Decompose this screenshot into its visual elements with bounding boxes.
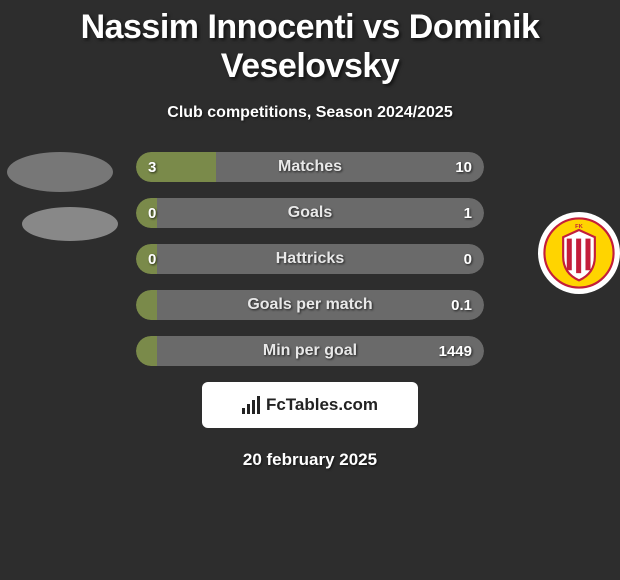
- stat-value-right: 1449: [439, 343, 472, 360]
- stat-row: Goals per match 0.1: [136, 290, 484, 320]
- logo-text: FcTables.com: [266, 395, 378, 415]
- player-left-badge-2: [22, 207, 118, 241]
- stat-label: Matches: [278, 158, 342, 176]
- stat-value-left: 0: [148, 251, 156, 268]
- page-title: Nassim Innocenti vs Dominik Veselovsky: [0, 0, 620, 86]
- svg-text:FK: FK: [575, 224, 584, 230]
- stat-value-right: 0: [464, 251, 472, 268]
- stat-label: Goals per match: [247, 296, 372, 314]
- logo-bars-icon: [242, 396, 260, 414]
- stat-value-right: 0.1: [451, 297, 472, 314]
- stat-value-left: 0: [148, 205, 156, 222]
- stat-label: Goals: [288, 204, 332, 222]
- stat-row: 0 Hattricks 0: [136, 244, 484, 274]
- stat-label: Hattricks: [276, 250, 344, 268]
- stat-value-right: 1: [464, 205, 472, 222]
- date-line: 20 february 2025: [0, 450, 620, 470]
- dukla-icon: FK: [543, 217, 615, 289]
- stat-bar-right: [216, 152, 484, 182]
- stat-value-left: 3: [148, 159, 156, 176]
- stat-bar-left: [136, 336, 157, 366]
- player-left-badge-1: [7, 152, 113, 192]
- stat-label: Min per goal: [263, 342, 357, 360]
- player-right-club-badge: FK: [538, 212, 620, 294]
- stat-value-right: 10: [455, 159, 472, 176]
- stat-row: 3 Matches 10: [136, 152, 484, 182]
- stat-row: 0 Goals 1: [136, 198, 484, 228]
- stat-bar-left: [136, 290, 157, 320]
- stat-rows: 3Matches100Goals10Hattricks0Goals per ma…: [136, 152, 484, 366]
- stat-row: Min per goal 1449: [136, 336, 484, 366]
- fctables-logo: FcTables.com: [202, 382, 418, 428]
- comparison-chart: FK 3Matches100Goals10Hattricks0Goals per…: [0, 152, 620, 366]
- page-subtitle: Club competitions, Season 2024/2025: [0, 104, 620, 122]
